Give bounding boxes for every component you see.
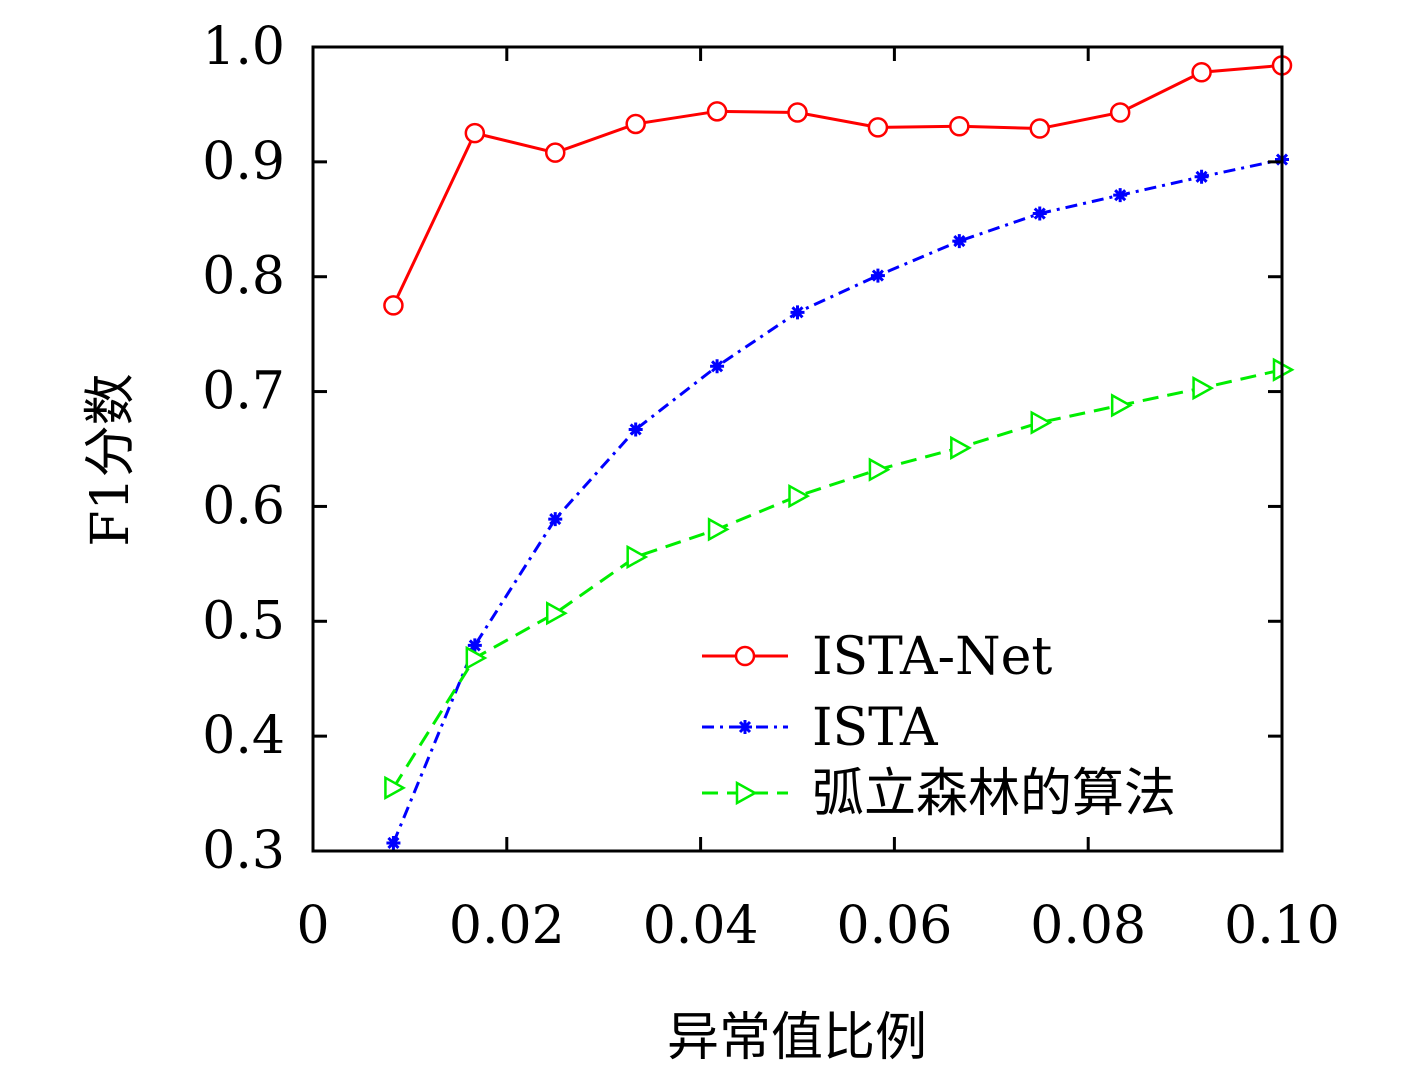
x-tick-label: 0.10: [1224, 896, 1340, 956]
x-tick-label: 0.06: [837, 896, 953, 956]
plot-frame: [311, 45, 1284, 853]
x-axis-label: 异常值比例: [667, 1008, 927, 1068]
y-tick-label: 1.0: [202, 17, 285, 77]
data-point-ista: [1194, 169, 1209, 184]
legend-label-series-3: 弧立森林的算法: [812, 764, 1176, 824]
y-tick-label: 0.8: [202, 247, 285, 307]
legend-label-ista-net: ISTA-Net: [812, 627, 1052, 687]
data-point-ista-net: [625, 113, 646, 135]
data-point-ista-net: [706, 101, 728, 122]
data-point-ista: [467, 638, 482, 653]
data-point-series-3: [950, 435, 972, 460]
data-point-series-3: [546, 601, 568, 626]
data-point-ista: [952, 234, 967, 249]
x-tick-label: 0: [296, 896, 329, 956]
legend-marker-ista-net: [734, 645, 756, 667]
legend-marker-series-3: [735, 780, 758, 806]
data-point-series-3: [1110, 393, 1133, 418]
y-tick-label: 0.3: [202, 821, 285, 881]
y-tick-label: 0.6: [202, 476, 285, 536]
data-point-ista: [628, 422, 643, 437]
data-point-series-3: [1030, 410, 1053, 435]
legend-marker-ista: [738, 720, 752, 734]
data-point-ista-net: [383, 295, 404, 316]
data-point-ista-net: [949, 116, 970, 137]
data-point-ista: [710, 359, 725, 374]
series-line-ista-net: [392, 63, 1283, 307]
data-point-ista-net: [867, 117, 889, 138]
y-tick-label: 0.4: [202, 706, 285, 766]
data-point-ista: [1113, 188, 1128, 203]
data-point-series-3: [788, 483, 811, 509]
data-point-ista-net: [1191, 62, 1212, 83]
series-line-series-3: [392, 368, 1283, 789]
data-point-ista-net: [1109, 102, 1131, 123]
legend-label-ista: ISTA: [812, 698, 939, 758]
data-point-series-3: [465, 645, 488, 671]
data-point-series-3: [384, 775, 407, 800]
data-point-series-3: [1192, 376, 1215, 401]
y-axis-label: F1分数: [81, 373, 141, 546]
x-tick-label: 0.08: [1030, 896, 1146, 956]
data-point-series-3: [707, 517, 730, 542]
data-point-ista-net: [787, 102, 808, 123]
x-ticks: 0 0.02 0.04 0.06 0.08 0.10: [296, 47, 1340, 956]
y-tick-label: 0.9: [202, 132, 285, 192]
data-point-ista: [1032, 206, 1047, 221]
data-point-ista: [870, 268, 885, 283]
plot-marks: [383, 55, 1295, 850]
data-point-ista-net: [464, 122, 486, 144]
data-point-series-3: [868, 457, 891, 482]
x-tick-label: 0.02: [449, 896, 565, 956]
data-point-ista: [386, 835, 401, 850]
y-ticks: 0.3 0.4 0.5 0.6 0.7 0.8 0.9 1.0: [202, 17, 1282, 881]
x-tick-label: 0.04: [643, 896, 759, 956]
y-tick-label: 0.5: [202, 591, 285, 651]
y-tick-label: 0.7: [202, 362, 285, 422]
data-point-series-3: [626, 544, 649, 570]
data-point-ista-net: [545, 142, 566, 163]
data-point-ista: [548, 512, 563, 527]
data-point-ista: [790, 305, 805, 320]
data-point-ista-net: [1029, 118, 1050, 139]
